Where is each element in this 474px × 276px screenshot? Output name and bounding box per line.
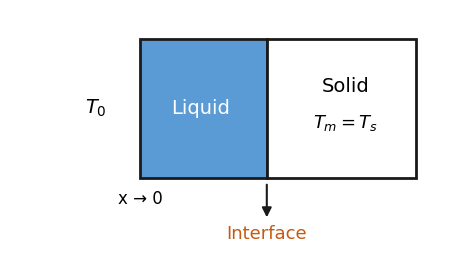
Text: Liquid: Liquid — [171, 99, 230, 118]
Bar — [267, 39, 416, 178]
Text: Interface: Interface — [227, 225, 307, 243]
Text: $T_m = T_s$: $T_m = T_s$ — [313, 113, 378, 133]
Text: x → 0: x → 0 — [118, 190, 163, 208]
Text: $T_0$: $T_0$ — [85, 98, 107, 119]
Text: Solid: Solid — [322, 77, 370, 96]
Bar — [140, 39, 267, 178]
